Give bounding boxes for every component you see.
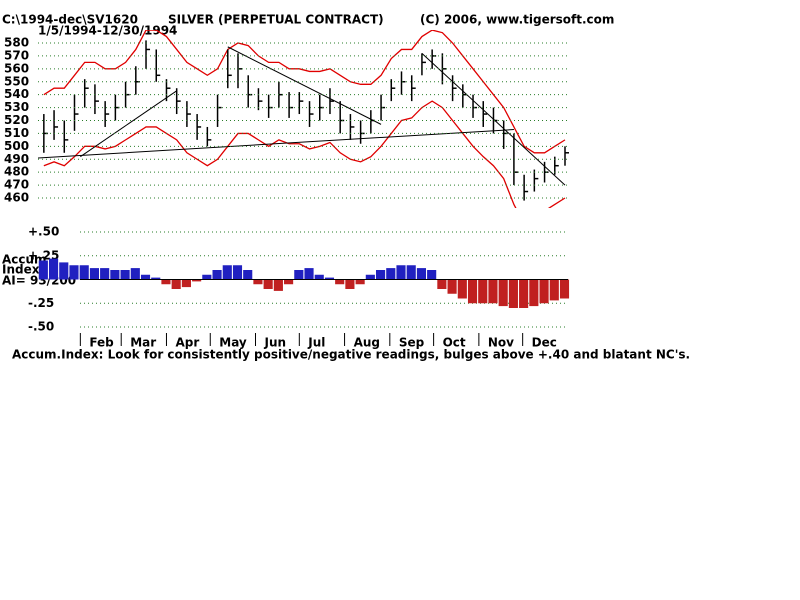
trendline — [227, 46, 382, 125]
x-tick-label: Jun — [264, 336, 287, 350]
accum-bar — [100, 268, 110, 280]
accum-tick-label: +.50 — [28, 225, 59, 239]
x-tick-label: May — [219, 336, 247, 350]
accum-bar — [406, 265, 416, 280]
footnote: Accum.Index: Look for consistently posit… — [12, 348, 690, 362]
accum-bar — [243, 270, 253, 280]
accum-bar — [365, 274, 375, 280]
accum-tick-label: -.25 — [28, 296, 54, 310]
y-tick-label: 560 — [4, 61, 29, 75]
accum-bar — [304, 268, 314, 280]
upper-band — [43, 30, 566, 154]
accum-bar — [161, 279, 171, 285]
x-tick-label: Oct — [443, 336, 466, 350]
accum-bar — [192, 279, 202, 282]
lower-band — [43, 100, 566, 208]
accum-bar — [559, 279, 570, 299]
y-tick-label: 460 — [4, 191, 29, 205]
x-tick-label: Dec — [532, 336, 557, 350]
accum-bar — [48, 258, 59, 280]
accum-bar — [386, 268, 396, 280]
accum-bar — [539, 279, 549, 304]
accum-bar — [79, 265, 89, 280]
y-tick-label: 570 — [4, 48, 29, 62]
y-tick-label: 510 — [4, 126, 29, 140]
accum-label: Index — [2, 263, 40, 277]
accum-bar — [212, 270, 222, 280]
trendline — [80, 90, 177, 158]
x-tick-label: Nov — [488, 336, 514, 350]
x-tick-label: Apr — [175, 336, 199, 350]
accum-bar — [478, 279, 488, 304]
accum-bar — [488, 279, 498, 304]
y-tick-label: 500 — [4, 139, 29, 153]
accum-bar — [110, 270, 120, 280]
price-plot — [38, 30, 569, 208]
accum-bar — [467, 279, 478, 304]
x-tick-label: Sep — [399, 336, 425, 350]
accum-bar — [171, 279, 181, 289]
y-tick-label: 530 — [4, 100, 29, 114]
accum-bar — [324, 277, 335, 280]
accum-bar — [59, 262, 69, 280]
y-tick-label: 520 — [4, 113, 29, 127]
accum-bar — [273, 279, 283, 291]
x-tick-label: Mar — [130, 336, 156, 350]
accum-bar — [151, 277, 161, 280]
accum-bar — [355, 279, 365, 285]
y-tick-label: 540 — [4, 87, 29, 101]
accum-bar — [437, 279, 447, 289]
accum-bar — [253, 279, 263, 285]
accum-bar — [202, 274, 212, 280]
accum-bar — [222, 265, 232, 280]
y-tick-label: 550 — [4, 74, 29, 88]
accum-tick-label: -.50 — [28, 320, 54, 334]
accum-bar — [447, 279, 457, 294]
accum-bar — [457, 279, 467, 299]
x-tick-label: Aug — [354, 336, 380, 350]
chart-title: SILVER (PERPETUAL CONTRACT) — [168, 13, 384, 27]
accum-bar — [69, 265, 79, 280]
accum-label: Accum — [2, 253, 47, 267]
copyright: (C) 2006, www.tigersoft.com — [420, 13, 614, 27]
y-tick-label: 490 — [4, 152, 29, 166]
file-path: C:\1994-dec\SV1620 — [2, 13, 138, 27]
accum-bar — [38, 260, 48, 280]
y-tick-label: 480 — [4, 165, 29, 179]
subtitle: 1/5/1994-12/30/1994 — [38, 24, 177, 38]
accum-bar — [427, 270, 437, 280]
accum-bar — [232, 265, 243, 280]
accum-bar — [89, 268, 100, 280]
accum-bar — [549, 279, 559, 301]
accum-bar — [416, 268, 427, 280]
accum-bar — [396, 265, 406, 280]
accum-bar — [335, 279, 345, 285]
accum-bar — [345, 279, 355, 289]
accum-bar — [130, 268, 140, 280]
accum-bar — [284, 279, 294, 285]
trendline — [38, 129, 514, 159]
accum-bar — [140, 274, 151, 280]
accum-bar — [263, 279, 273, 289]
y-tick-label: 580 — [4, 36, 29, 50]
accum-bar — [519, 279, 529, 308]
accum-bar — [498, 279, 508, 307]
accum-bar — [508, 279, 518, 308]
accum-bar — [529, 279, 539, 307]
accum-bar — [181, 279, 191, 288]
y-tick-label: 470 — [4, 178, 29, 192]
accum-bar — [120, 270, 130, 280]
x-tick-label: Feb — [89, 336, 114, 350]
accum-bar — [314, 274, 324, 280]
x-tick-label: Jul — [307, 336, 325, 350]
accum-bar — [294, 270, 304, 280]
accum-bar — [375, 270, 386, 280]
